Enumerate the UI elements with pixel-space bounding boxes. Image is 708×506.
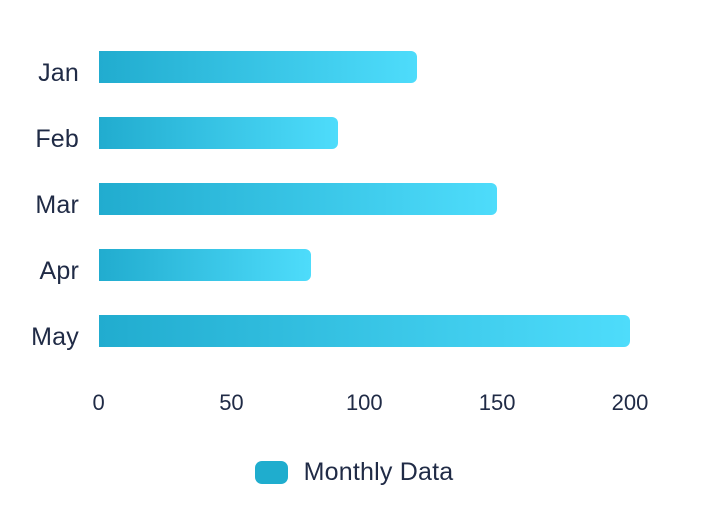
category-label-jan: Jan	[38, 59, 79, 88]
category-label-apr: Apr	[39, 257, 79, 286]
category-label-may: May	[31, 323, 79, 352]
category-label-feb: Feb	[35, 125, 79, 154]
bar-jan	[98, 51, 418, 84]
bar-apr	[98, 249, 312, 281]
x-tick-0: 0	[92, 390, 105, 415]
x-tick-150: 150	[478, 390, 516, 415]
bar-may	[98, 315, 630, 347]
category-label-mar: Mar	[35, 191, 79, 220]
bar-feb	[98, 117, 338, 150]
legend-label: Monthly Data	[303, 457, 454, 486]
x-tick-50: 50	[219, 390, 244, 415]
legend-swatch	[254, 460, 288, 484]
bar-mar	[98, 183, 498, 215]
x-tick-100: 100	[345, 390, 383, 415]
x-tick-200: 200	[611, 390, 649, 415]
legend: Monthly Data	[0, 456, 708, 488]
